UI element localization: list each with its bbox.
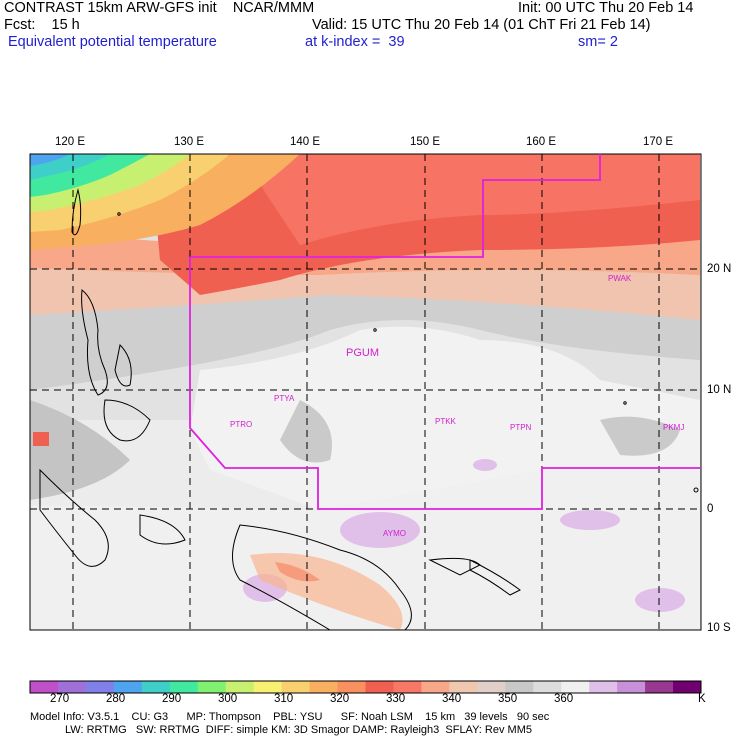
station-pgum: PGUM [346,347,379,359]
lat-label-10n: 10 N [707,384,732,396]
colorbar-unit: K [698,693,706,705]
theta-e-field [30,154,701,630]
colorbar-swatch [533,681,562,693]
colorbar-label-280: 280 [106,693,126,705]
colorbar-swatch [561,681,590,693]
colorbar-label-360: 360 [554,693,574,705]
lon-label-120e: 120 E [55,136,86,148]
station-ptya: PTYA [274,394,295,403]
valid-time: Valid: 15 UTC Thu 20 Feb 14 (01 ChT Fri … [312,17,651,33]
forecast-hour: Fcst: 15 h [4,17,80,33]
colorbar-swatch [141,681,171,693]
station-pkmj: PKMJ [663,423,684,432]
colorbar-swatch [393,681,422,693]
field-name: Equivalent potential temperature [8,34,217,50]
colorbar-swatch [645,681,674,693]
model-title: CONTRAST 15km ARW-GFS init NCAR/MMM [4,0,315,16]
colorbar-swatch [225,681,255,693]
model-info-line1: Model Info: V3.5.1 CU: G3 MP: Thompson P… [30,711,550,723]
colorbar-label-300: 300 [218,693,238,705]
colorbar-swatch [617,681,646,693]
station-aymo: AYMO [383,529,406,538]
coastlines [39,188,699,630]
colorbar-frame [29,680,702,694]
station-ptro: PTRO [230,420,252,429]
colorbar-swatch [253,681,283,693]
model-info-line2: LW: RRTMG SW: RRTMG DIFF: simple KM: 3D … [65,724,532,736]
station-labels: PGUM PTYA PTRO PTKK PTPN PKMJ PWAK AYMO [230,274,684,538]
colorbar-swatch [197,681,227,693]
map-frame [29,153,702,631]
colorbar-swatch [421,681,450,693]
colorbar-label-290: 290 [162,693,182,705]
colorbar-label-350: 350 [498,693,518,705]
lon-label-140e: 140 E [290,136,321,148]
lat-label-10s: 10 S [707,622,731,634]
colorbar-swatch [589,681,618,693]
colorbar-swatch [365,681,394,693]
colorbar-label-340: 340 [442,693,462,705]
colorbar-swatch [337,681,366,693]
colorbar-swatch [113,681,143,693]
graticule [30,154,701,630]
lon-label-150e: 150 E [410,136,441,148]
colorbar-swatch [673,681,702,693]
lon-label-130e: 130 E [174,136,205,148]
colorbar-swatch [57,681,87,693]
colorbar-swatch [30,681,59,693]
colorbar-swatch [309,681,339,693]
colorbar-swatch [505,681,534,693]
vertical-level: at k-index = 39 [305,34,405,50]
colorbar-swatch [449,681,478,693]
station-pwak: PWAK [608,274,632,283]
colorbar-swatch [477,681,506,693]
colorbar-swatch [85,681,115,693]
colorbar-swatch [169,681,199,693]
lon-label-170e: 170 E [643,136,674,148]
colorbar-swatch [281,681,311,693]
station-ptkk: PTKK [435,417,457,426]
station-ptpn: PTPN [510,423,532,432]
smoothing: sm= 2 [578,34,618,50]
colorbar-label-330: 330 [386,693,406,705]
colorbar-label-310: 310 [274,693,294,705]
colorbar-label-320: 320 [330,693,350,705]
colorbar-label-270: 270 [50,693,70,705]
lat-label-20n: 20 N [707,263,732,275]
colorbar [29,680,702,694]
region-boundary [189,154,701,510]
lon-label-160e: 160 E [526,136,557,148]
lat-label-0: 0 [707,503,714,515]
init-time: Init: 00 UTC Thu 20 Feb 14 [518,0,694,16]
